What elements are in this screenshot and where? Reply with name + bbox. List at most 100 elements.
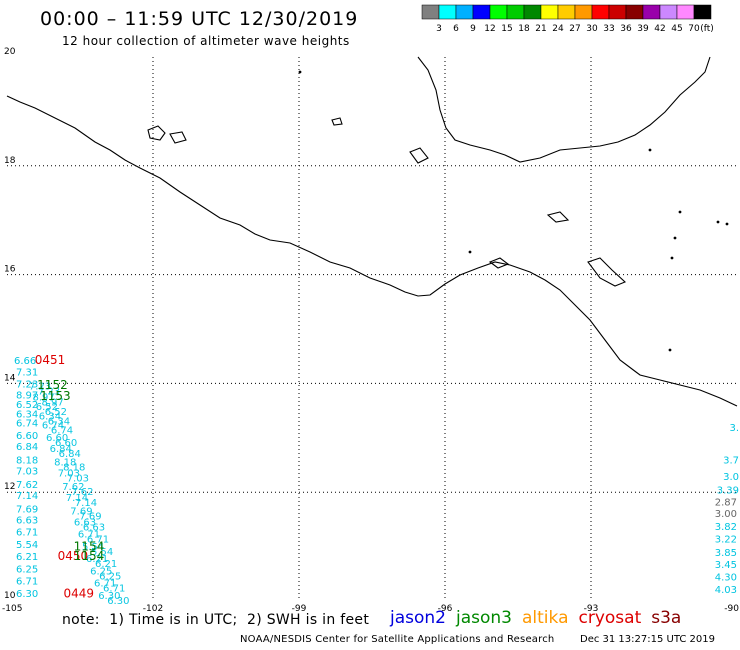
wave-height-label: 7.69 bbox=[16, 505, 38, 516]
wave-height-label: 8.97 bbox=[16, 390, 38, 401]
lat-tick-label: 18 bbox=[4, 156, 16, 166]
wave-height-label: 3.45 bbox=[715, 560, 737, 571]
coast-segment bbox=[6, 95, 738, 407]
track-overlap-label: 6.74 bbox=[42, 421, 64, 432]
lat-tick-label: 14 bbox=[4, 373, 16, 383]
legend-label: 24 bbox=[552, 24, 564, 34]
coast-segment bbox=[488, 257, 510, 269]
island-dot bbox=[670, 256, 674, 260]
track-overlap-label: 6.71 bbox=[87, 534, 109, 545]
wave-height-label: 3.7 bbox=[723, 456, 739, 467]
lat-tick-label: 20 bbox=[4, 47, 16, 57]
track-overlap-label: 6.71 bbox=[103, 583, 125, 594]
track-overlap-label: 6.25 bbox=[90, 566, 112, 577]
legend-label: 30 bbox=[586, 24, 598, 34]
lat-lon-grid bbox=[7, 57, 737, 601]
track-overlap-label: 7.69 bbox=[70, 507, 92, 518]
lat-tick-label: 12 bbox=[4, 482, 15, 492]
legend-label: 6 bbox=[453, 24, 459, 34]
satellite-jason3: jason3 bbox=[456, 608, 512, 628]
wave-height-label: 6.21 bbox=[16, 552, 38, 563]
wave-height-label: 2.87 bbox=[715, 497, 737, 508]
legend-label: 70 bbox=[688, 24, 700, 34]
lon-tick-label: -96 bbox=[438, 604, 453, 614]
track-overlap-label: 6.71 bbox=[78, 529, 100, 540]
wave-height-label: 6.74 bbox=[16, 419, 38, 430]
track-overlap-label: 7.62 bbox=[71, 487, 93, 498]
track-overlap-label: 6.71 bbox=[94, 578, 116, 589]
coast-segment bbox=[409, 147, 429, 164]
wave-height-label: 4.03 bbox=[715, 585, 737, 596]
track-overlap-label: 7.62 bbox=[62, 482, 84, 493]
track-overlap-label: 8.18 bbox=[63, 463, 85, 474]
track-overlap-label: 6.60 bbox=[55, 438, 77, 449]
wave-height-label: 6.84 bbox=[16, 442, 38, 453]
wave-height-label: 5.54 bbox=[16, 540, 38, 551]
island-dot bbox=[673, 236, 677, 240]
coast-segment bbox=[331, 117, 343, 126]
legend-label: 21 bbox=[535, 24, 546, 34]
coastline bbox=[6, 56, 738, 407]
wave-height-label: 6.63 bbox=[16, 515, 38, 526]
track-overlap-label: 7.23 bbox=[38, 386, 60, 397]
coast-segment bbox=[587, 257, 627, 287]
legend-label: 27 bbox=[569, 24, 580, 34]
wave-height-label: 8.18 bbox=[16, 456, 38, 467]
wave-height-label: 6.66 bbox=[14, 356, 36, 367]
wave-height-label: 3.22 bbox=[715, 534, 737, 545]
chart-subtitle: 12 hour collection of altimeter wave hei… bbox=[62, 34, 350, 48]
wave-height-label: 6.71 bbox=[16, 527, 38, 538]
lon-tick-label: -105 bbox=[2, 604, 22, 614]
track-overlap-label: 6.34 bbox=[39, 411, 61, 422]
track-overlap-label: 6.21 bbox=[86, 554, 108, 565]
track-overlap-label: 5.54 bbox=[91, 547, 113, 558]
legend-label: (ft) bbox=[700, 24, 714, 34]
track-overlap-label: 6.74 bbox=[51, 426, 73, 437]
track-overlap-label: 6.63 bbox=[83, 522, 105, 533]
track-overlap-label: 7.14 bbox=[66, 493, 88, 504]
wave-height-label: 6.71 bbox=[16, 576, 38, 587]
pass-time-label: 1154 bbox=[74, 549, 105, 563]
pass-time-label: 1154 bbox=[74, 540, 105, 554]
coast-segment bbox=[417, 56, 711, 163]
footer-note: note: 1) Time is in UTC; 2) SWH is in fe… bbox=[62, 612, 370, 628]
legend-label: 45 bbox=[671, 24, 682, 34]
track-overlap-label: 6.52 bbox=[36, 402, 58, 413]
coast-segment bbox=[147, 125, 166, 141]
chart-title: 00:00 – 11:59 UTC 12/30/2019 bbox=[40, 8, 359, 30]
wave-height-label: 3. bbox=[729, 423, 739, 434]
track-overlap-label: 6.30 bbox=[98, 591, 120, 602]
island-dot bbox=[298, 70, 302, 74]
island-dot bbox=[678, 210, 682, 214]
island-dot bbox=[716, 220, 720, 224]
legend-label: 12 bbox=[484, 24, 495, 34]
track-overlap-label: 6.63 bbox=[74, 517, 96, 528]
island-dot bbox=[725, 222, 729, 226]
legend-label: 3 bbox=[436, 24, 442, 34]
wave-height-label: 7.14 bbox=[16, 491, 38, 502]
pass-time-label: 0450 bbox=[58, 549, 89, 563]
wave-height-label: 3.00 bbox=[715, 509, 737, 520]
credit-line: NOAA/NESDIS Center for Satellite Applica… bbox=[240, 634, 555, 645]
wave-height-label: 7.23 bbox=[16, 379, 38, 390]
lon-tick-label: -93 bbox=[584, 604, 599, 614]
track-overlap-label: 6.84 bbox=[59, 449, 81, 460]
track-overlap-label: 7.03 bbox=[67, 473, 89, 484]
wave-height-label: 3.0 bbox=[723, 472, 739, 483]
coast-segment bbox=[546, 211, 570, 223]
track-overlap-label: 6.30 bbox=[107, 596, 129, 607]
track-overlap-label: 6.60 bbox=[46, 433, 68, 444]
pass-time-label: 0451 bbox=[35, 353, 66, 367]
wave-height-label: 3.39 bbox=[717, 485, 739, 496]
legend-label: 9 bbox=[470, 24, 476, 34]
track-overlap-label: 8.18 bbox=[54, 458, 76, 469]
track-overlap-label: 7.23 bbox=[29, 381, 51, 392]
lat-tick-label: 10 bbox=[4, 591, 16, 601]
track-overlap-label: 6.52 bbox=[45, 407, 67, 418]
latitude-labels: 20 18 16 14 12 10 bbox=[4, 47, 16, 601]
wave-height-label: 7.03 bbox=[16, 466, 38, 477]
legend-label: 33 bbox=[603, 24, 614, 34]
satellite-s3a: s3a bbox=[651, 608, 682, 628]
wave-height-label: 6.30 bbox=[16, 589, 38, 600]
